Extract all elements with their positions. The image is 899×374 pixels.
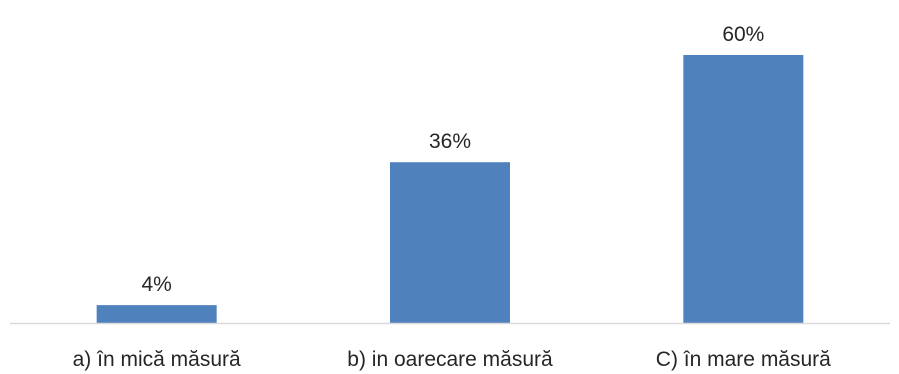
category-label-2: b) in oarecare măsură: [347, 348, 553, 371]
category-labels-group: a) în mică măsură b) in oarecare măsură C)…: [73, 348, 832, 371]
category-label-3: C) în mare măsură: [656, 348, 831, 371]
data-label-3: 60%: [722, 23, 764, 46]
bar-1: [96, 305, 217, 323]
bar-2: [390, 162, 510, 323]
bar-3: [683, 55, 804, 323]
data-label-1: 4%: [141, 273, 171, 296]
category-label-1: a) în mică măsură: [73, 348, 241, 371]
data-label-2: 36%: [429, 130, 471, 153]
bars-group: [96, 55, 804, 323]
value-labels-group: 4% 36% 60%: [141, 23, 764, 296]
